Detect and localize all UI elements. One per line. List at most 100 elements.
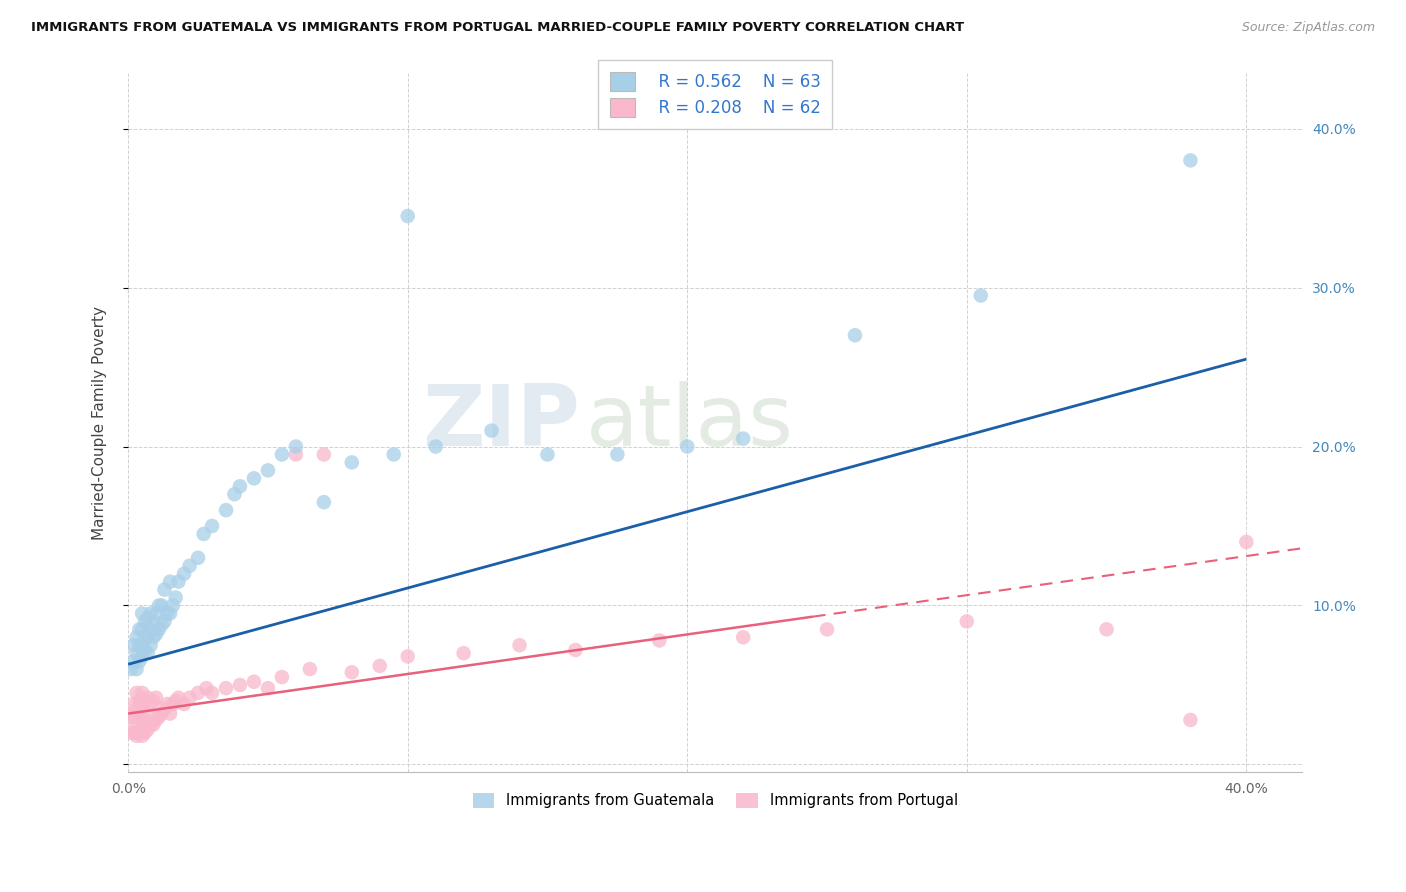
Point <box>284 448 307 462</box>
Point <box>165 591 187 605</box>
Point <box>215 503 238 517</box>
Point <box>1180 153 1202 168</box>
Point <box>136 690 159 705</box>
Point <box>148 599 170 613</box>
Point <box>648 633 671 648</box>
Point <box>142 630 165 644</box>
Text: Source: ZipAtlas.com: Source: ZipAtlas.com <box>1241 21 1375 34</box>
Point <box>340 455 363 469</box>
Point <box>179 558 201 573</box>
Point <box>1095 623 1118 637</box>
Point <box>606 448 628 462</box>
Point <box>229 678 252 692</box>
Point <box>125 662 148 676</box>
Point <box>159 607 181 621</box>
Point <box>131 702 153 716</box>
Point <box>145 713 167 727</box>
Point <box>257 681 280 695</box>
Point <box>131 729 153 743</box>
Point <box>148 623 170 637</box>
Point <box>134 725 156 739</box>
Point <box>125 686 148 700</box>
Point <box>165 694 187 708</box>
Point <box>139 623 162 637</box>
Point <box>142 717 165 731</box>
Point <box>128 710 150 724</box>
Point <box>139 638 162 652</box>
Point <box>131 686 153 700</box>
Point <box>153 702 176 716</box>
Point <box>159 706 181 721</box>
Point <box>128 654 150 668</box>
Point <box>142 694 165 708</box>
Point <box>134 615 156 629</box>
Point <box>844 328 866 343</box>
Point <box>509 638 531 652</box>
Point <box>425 440 447 454</box>
Point <box>167 690 190 705</box>
Point <box>368 659 391 673</box>
Point <box>195 681 218 695</box>
Point <box>131 717 153 731</box>
Point <box>536 448 558 462</box>
Point <box>257 463 280 477</box>
Point <box>382 448 405 462</box>
Point <box>167 574 190 589</box>
Point <box>134 713 156 727</box>
Point <box>145 607 167 621</box>
Legend: Immigrants from Guatemala, Immigrants from Portugal: Immigrants from Guatemala, Immigrants fr… <box>465 786 965 815</box>
Point <box>128 694 150 708</box>
Point <box>187 550 209 565</box>
Point <box>481 424 503 438</box>
Point <box>156 607 179 621</box>
Point <box>312 448 335 462</box>
Point <box>128 725 150 739</box>
Point <box>145 690 167 705</box>
Point <box>139 717 162 731</box>
Point <box>136 706 159 721</box>
Point <box>128 623 150 637</box>
Point <box>136 723 159 737</box>
Point <box>970 288 993 302</box>
Point <box>128 638 150 652</box>
Point <box>676 440 699 454</box>
Text: IMMIGRANTS FROM GUATEMALA VS IMMIGRANTS FROM PORTUGAL MARRIED-COUPLE FAMILY POVE: IMMIGRANTS FROM GUATEMALA VS IMMIGRANTS … <box>31 21 965 34</box>
Point <box>122 697 145 711</box>
Point <box>243 471 266 485</box>
Point <box>187 686 209 700</box>
Y-axis label: Married-Couple Family Poverty: Married-Couple Family Poverty <box>93 306 107 540</box>
Point <box>956 615 979 629</box>
Point <box>131 649 153 664</box>
Point <box>134 643 156 657</box>
Point <box>122 654 145 668</box>
Point <box>193 527 215 541</box>
Point <box>120 662 142 676</box>
Point <box>125 702 148 716</box>
Point <box>815 623 838 637</box>
Point <box>131 607 153 621</box>
Point <box>136 627 159 641</box>
Point <box>396 649 419 664</box>
Point <box>271 448 294 462</box>
Point <box>201 519 224 533</box>
Point <box>139 607 162 621</box>
Point <box>131 638 153 652</box>
Point <box>229 479 252 493</box>
Point <box>134 694 156 708</box>
Point <box>150 599 173 613</box>
Point <box>156 697 179 711</box>
Point <box>201 686 224 700</box>
Text: ZIP: ZIP <box>422 381 581 464</box>
Point <box>284 440 307 454</box>
Point <box>122 638 145 652</box>
Point <box>122 710 145 724</box>
Point <box>125 646 148 660</box>
Point <box>215 681 238 695</box>
Point <box>125 729 148 743</box>
Point <box>1234 535 1257 549</box>
Point <box>150 706 173 721</box>
Point <box>271 670 294 684</box>
Point <box>134 630 156 644</box>
Point <box>120 710 142 724</box>
Point <box>153 615 176 629</box>
